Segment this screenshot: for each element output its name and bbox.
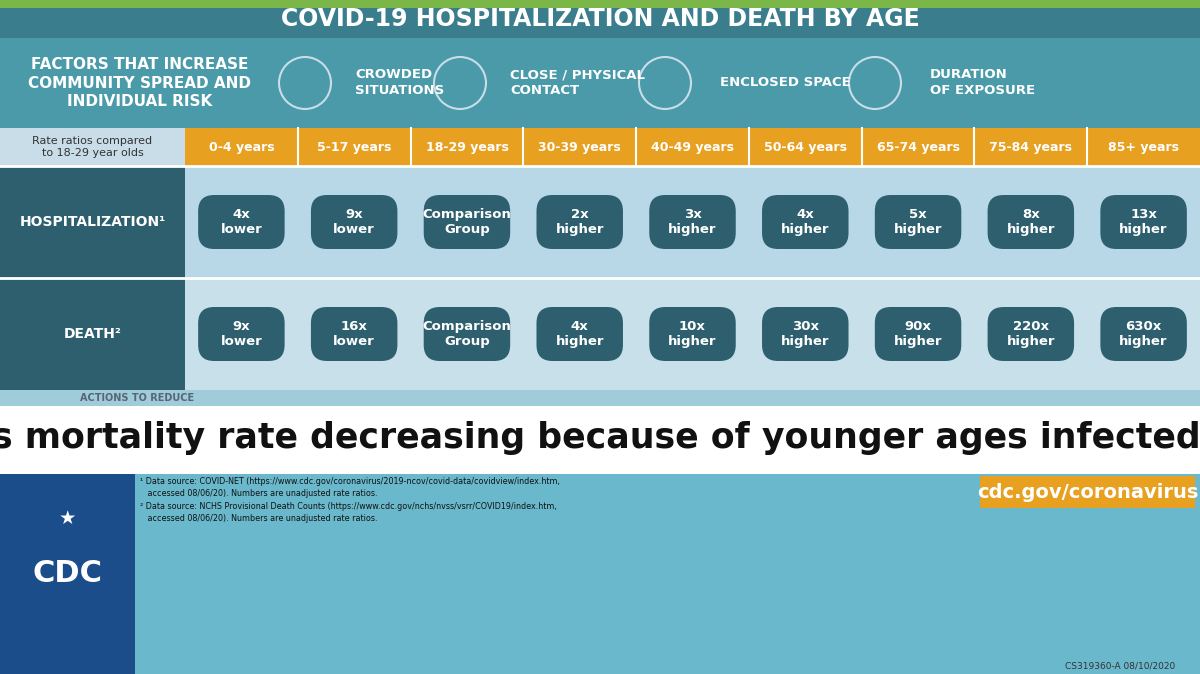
Bar <box>0 38 1200 128</box>
Text: CDC: CDC <box>32 559 102 588</box>
FancyBboxPatch shape <box>424 307 510 361</box>
Text: 40-49 years: 40-49 years <box>650 140 734 154</box>
Text: ENCLOSED SPACE: ENCLOSED SPACE <box>720 77 851 90</box>
Text: 5-17 years: 5-17 years <box>317 140 391 154</box>
FancyBboxPatch shape <box>536 195 623 249</box>
Text: ² Data source: NCHS Provisional Death Counts (https://www.cdc.gov/nchs/nvss/vsrr: ² Data source: NCHS Provisional Death Co… <box>140 502 557 523</box>
Text: CS319360-A 08/10/2020: CS319360-A 08/10/2020 <box>1064 661 1175 671</box>
Text: 50-64 years: 50-64 years <box>763 140 847 154</box>
Bar <box>185 128 298 166</box>
FancyBboxPatch shape <box>875 307 961 361</box>
FancyBboxPatch shape <box>649 195 736 249</box>
Text: 5x
higher: 5x higher <box>894 208 942 237</box>
Text: 13x
higher: 13x higher <box>1120 208 1168 237</box>
Text: Is mortality rate decreasing because of younger ages infected?: Is mortality rate decreasing because of … <box>0 421 1200 455</box>
FancyBboxPatch shape <box>311 195 397 249</box>
Text: 0-4 years: 0-4 years <box>209 140 275 154</box>
Text: ★: ★ <box>59 508 76 528</box>
Text: FACTORS THAT INCREASE
COMMUNITY SPREAD AND
INDIVIDUAL RISK: FACTORS THAT INCREASE COMMUNITY SPREAD A… <box>29 57 252 109</box>
Text: 65-74 years: 65-74 years <box>876 140 960 154</box>
FancyBboxPatch shape <box>988 307 1074 361</box>
Text: 85+ years: 85+ years <box>1108 140 1180 154</box>
Bar <box>980 476 1195 508</box>
FancyBboxPatch shape <box>198 307 284 361</box>
Text: 18-29 years: 18-29 years <box>426 140 509 154</box>
Text: HOSPITALIZATION¹: HOSPITALIZATION¹ <box>19 215 166 229</box>
Text: 10x
higher: 10x higher <box>668 319 716 348</box>
Bar <box>523 128 636 166</box>
Bar <box>0 0 1200 8</box>
Text: DURATION
OF EXPOSURE: DURATION OF EXPOSURE <box>930 69 1036 98</box>
Bar <box>0 128 1200 166</box>
Text: 9x
lower: 9x lower <box>221 319 263 348</box>
Bar <box>0 166 185 278</box>
FancyBboxPatch shape <box>424 195 510 249</box>
Text: CROWDED
SITUATIONS: CROWDED SITUATIONS <box>355 69 444 98</box>
FancyBboxPatch shape <box>875 195 961 249</box>
Text: ¹ Data source: COVID-NET (https://www.cdc.gov/coronavirus/2019-ncov/covid-data/c: ¹ Data source: COVID-NET (https://www.cd… <box>140 477 560 498</box>
Bar <box>0 474 1200 674</box>
Text: 3x
higher: 3x higher <box>668 208 716 237</box>
Bar <box>974 128 1087 166</box>
Bar <box>0 406 1200 474</box>
Bar <box>0 166 1200 278</box>
Text: DEATH²: DEATH² <box>64 327 121 341</box>
Bar <box>0 390 1200 406</box>
Bar <box>0 0 1200 38</box>
FancyBboxPatch shape <box>311 307 397 361</box>
Text: Comparison
Group: Comparison Group <box>422 208 511 237</box>
FancyBboxPatch shape <box>536 307 623 361</box>
Bar <box>0 278 185 390</box>
Text: COVID-19 HOSPITALIZATION AND DEATH BY AGE: COVID-19 HOSPITALIZATION AND DEATH BY AG… <box>281 7 919 31</box>
FancyBboxPatch shape <box>762 195 848 249</box>
Text: CLOSE / PHYSICAL
CONTACT: CLOSE / PHYSICAL CONTACT <box>510 69 646 98</box>
Bar <box>410 128 523 166</box>
Text: 630x
higher: 630x higher <box>1120 319 1168 348</box>
FancyBboxPatch shape <box>1100 307 1187 361</box>
Text: cdc.gov/coronavirus: cdc.gov/coronavirus <box>977 483 1198 501</box>
Bar <box>636 128 749 166</box>
Text: 16x
lower: 16x lower <box>334 319 376 348</box>
Text: 2x
higher: 2x higher <box>556 208 604 237</box>
Text: 75-84 years: 75-84 years <box>989 140 1073 154</box>
FancyBboxPatch shape <box>649 307 736 361</box>
Bar <box>0 474 134 674</box>
Text: Comparison
Group: Comparison Group <box>422 319 511 348</box>
Bar <box>862 128 974 166</box>
Bar <box>298 128 410 166</box>
Text: 30-39 years: 30-39 years <box>539 140 622 154</box>
FancyBboxPatch shape <box>1100 195 1187 249</box>
Bar <box>1087 128 1200 166</box>
Text: Rate ratios compared
to 18-29 year olds: Rate ratios compared to 18-29 year olds <box>32 135 152 158</box>
FancyBboxPatch shape <box>762 307 848 361</box>
Text: 220x
higher: 220x higher <box>1007 319 1055 348</box>
Text: 4x
higher: 4x higher <box>556 319 604 348</box>
FancyBboxPatch shape <box>988 195 1074 249</box>
Text: 8x
higher: 8x higher <box>1007 208 1055 237</box>
FancyBboxPatch shape <box>198 195 284 249</box>
Text: 9x
lower: 9x lower <box>334 208 376 237</box>
Text: 90x
higher: 90x higher <box>894 319 942 348</box>
Bar <box>749 128 862 166</box>
Text: 4x
lower: 4x lower <box>221 208 263 237</box>
Bar <box>0 278 1200 390</box>
Text: ACTIONS TO REDUCE: ACTIONS TO REDUCE <box>80 393 194 403</box>
Text: 4x
higher: 4x higher <box>781 208 829 237</box>
Text: 30x
higher: 30x higher <box>781 319 829 348</box>
